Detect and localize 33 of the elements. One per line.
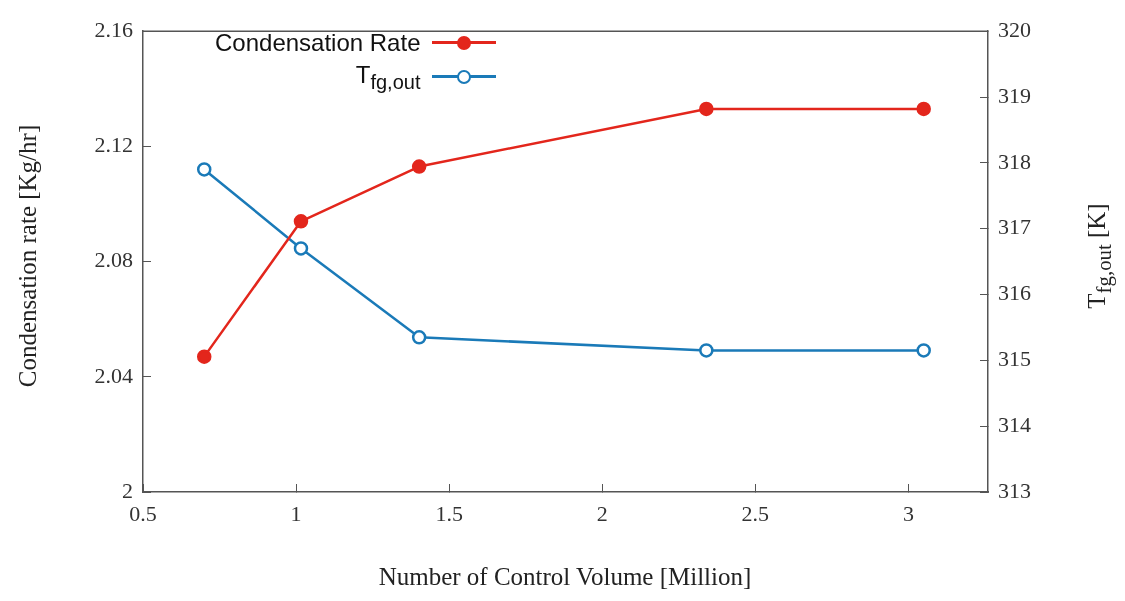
point: [916, 101, 931, 117]
point: [196, 349, 212, 364]
y2-tick-label: 315: [998, 346, 1031, 372]
legend-label: Condensation Rate: [215, 29, 421, 57]
y2-tick-label: 313: [998, 477, 1031, 503]
x-tick-label: 2.5: [741, 500, 770, 526]
y-tick-label: 2.16: [94, 16, 133, 42]
point: [411, 159, 427, 174]
y2-tick-label: 318: [998, 148, 1031, 174]
x-tick-label: 1.5: [435, 500, 463, 526]
y2-tick-label: 320: [998, 16, 1031, 42]
x-tick-label: 3: [902, 500, 914, 526]
point: [293, 214, 309, 229]
y-axis-title: Condensation rate [Kg/hr]: [14, 124, 42, 388]
point: [196, 162, 212, 177]
y-tick-label: 2.12: [94, 132, 133, 158]
y-tick-label: 2.08: [94, 247, 133, 273]
point: [916, 343, 931, 358]
y-tick-label: 2.04: [94, 362, 133, 388]
x-tick-label: 0.5: [129, 500, 157, 526]
x-tick-label: 2: [596, 500, 608, 526]
point: [699, 101, 714, 117]
y2-tick-label: 319: [998, 82, 1031, 108]
legend-label: T$_{fg,out}$: [355, 60, 421, 94]
y2-tick-label: 317: [998, 214, 1031, 240]
y2-tick-label: 316: [998, 280, 1031, 306]
point: [411, 330, 427, 345]
point: [293, 241, 309, 256]
x-axis-title: Number of Control Volume [Million]: [378, 563, 752, 591]
y2-tick-label: 314: [998, 411, 1031, 437]
point: [699, 343, 714, 358]
y-tick-label: 2: [122, 477, 133, 503]
x-tick-label: 1: [290, 500, 302, 526]
